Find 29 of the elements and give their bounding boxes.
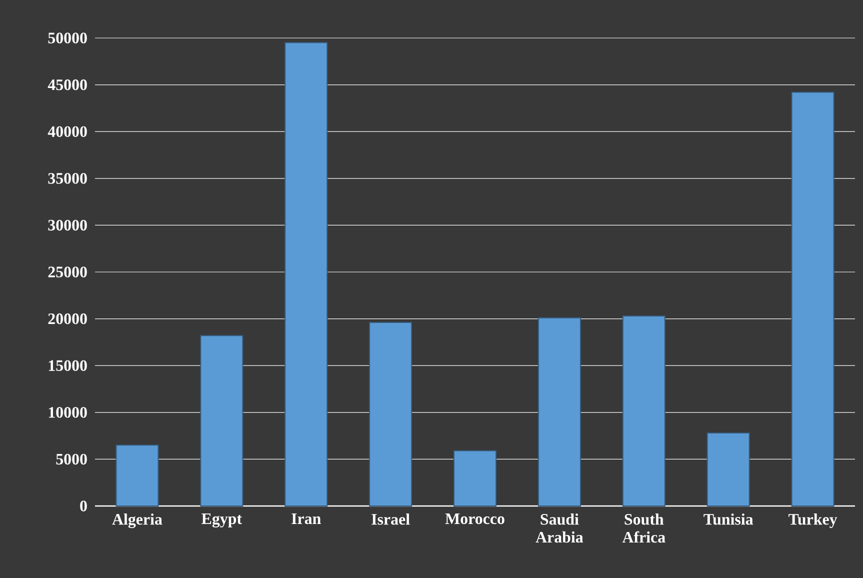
- y-tick-label: 20000: [48, 313, 87, 324]
- bar: [284, 42, 328, 506]
- bar: [622, 315, 666, 506]
- bar: [369, 322, 412, 506]
- x-tick-label: Algeria: [112, 514, 162, 528]
- x-tick-label: Turkey: [788, 514, 838, 528]
- y-tick-label: 50000: [48, 32, 87, 44]
- y-tick-label: 5000: [56, 454, 87, 465]
- x-tick-label: Saudi Arabia: [536, 514, 584, 543]
- y-tick-label: 45000: [48, 79, 87, 90]
- x-tick-label: Morocco: [445, 514, 504, 524]
- bar: [706, 432, 750, 506]
- y-tick-label: 15000: [48, 360, 87, 371]
- x-tick-label: Israel: [372, 514, 410, 525]
- x-tick-label: Tunisia: [704, 514, 754, 525]
- y-tick-label: 35000: [48, 173, 87, 184]
- x-tick-label: Egypt: [202, 514, 242, 528]
- bar: [454, 450, 497, 506]
- bar: [200, 335, 244, 506]
- y-tick-label: 10000: [48, 407, 87, 418]
- y-tick-label: 30000: [48, 220, 87, 231]
- bar: [116, 444, 159, 506]
- y-tick-label: 25000: [48, 266, 87, 278]
- x-tick-label: South Africa: [622, 514, 666, 543]
- bar: [538, 317, 581, 506]
- x-tick-label: Iran: [292, 514, 321, 524]
- bar: [791, 92, 834, 506]
- y-tick-label: 40000: [48, 126, 87, 137]
- y-tick-label: 0: [80, 500, 87, 512]
